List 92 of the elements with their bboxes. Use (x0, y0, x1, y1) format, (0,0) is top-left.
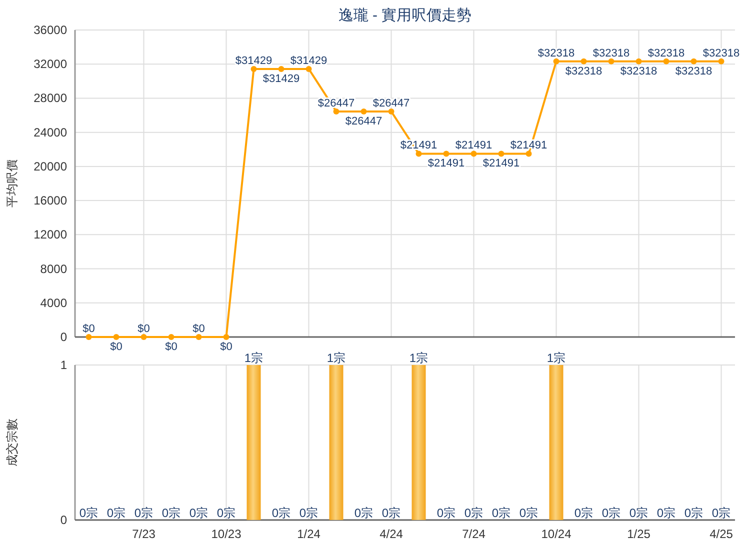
point (470, 150, 477, 157)
data-label: 0宗 (189, 506, 208, 520)
data-label: $32318 (648, 47, 685, 60)
data-label: 0宗 (492, 506, 511, 520)
data-label: 0宗 (106, 506, 126, 520)
data-label: 0宗 (79, 506, 98, 520)
data-label: $31429 (262, 72, 300, 85)
y-tick-label: 28000 (34, 91, 68, 106)
data-label: 0宗 (574, 506, 594, 520)
chart-title: 逸瓏 - 實用呎價走勢 (338, 7, 472, 24)
data-label: 0宗 (162, 506, 181, 520)
x-tick-label: 4/24 (380, 527, 404, 541)
y-tick-label: 24000 (34, 125, 68, 140)
data-label: 0宗 (354, 506, 374, 520)
point (223, 334, 230, 340)
point (636, 58, 642, 64)
point (86, 334, 92, 340)
data-label: $32318 (620, 65, 658, 78)
point (580, 58, 587, 64)
y-tick-label: 32000 (34, 57, 68, 72)
y-tick-label: 16000 (34, 194, 68, 208)
data-label: $32318 (702, 47, 740, 60)
point (553, 58, 560, 64)
point (306, 66, 312, 72)
x-tick-label: 4/25 (710, 527, 734, 541)
data-label: 0宗 (216, 506, 236, 520)
data-label: $26447 (345, 115, 382, 128)
point (140, 334, 147, 340)
point (333, 108, 340, 114)
y-tick-label: 0 (60, 513, 68, 527)
y-tick-label: 36000 (34, 23, 68, 37)
point (388, 108, 394, 114)
data-label: 0宗 (299, 506, 318, 520)
x-tick-label: 10/24 (541, 527, 572, 541)
point (168, 334, 174, 340)
point (196, 334, 202, 340)
data-label: 1宗 (546, 351, 566, 365)
data-label: 1宗 (244, 351, 264, 365)
y-tick-label: 12000 (34, 228, 68, 242)
data-label: 0宗 (656, 506, 676, 520)
data-label: $32318 (592, 47, 630, 60)
point (608, 58, 614, 64)
data-label: 0宗 (519, 506, 538, 520)
data-label: 1宗 (326, 351, 346, 365)
x-tick-label: 7/23 (132, 527, 156, 541)
data-label: 0宗 (382, 506, 401, 520)
y-tick-label: 20000 (34, 159, 68, 174)
data-label: $32318 (675, 65, 712, 78)
data-label: 0宗 (134, 506, 154, 520)
data-label: $32318 (565, 65, 602, 78)
point (250, 66, 257, 72)
point (443, 150, 450, 157)
data-label: $0 (165, 341, 178, 353)
y-axis-title: 平均呎價 (5, 160, 19, 208)
data-label: $21491 (455, 140, 492, 152)
y-tick-label: 4000 (40, 296, 68, 310)
data-label: $0 (138, 323, 150, 335)
data-label: $31429 (290, 54, 328, 67)
data-label: 0宗 (629, 506, 648, 520)
y-axis-title: 成交宗數 (5, 418, 19, 466)
data-label: $0 (220, 341, 232, 353)
x-tick-label: 10/23 (211, 527, 242, 541)
data-label: $32318 (538, 47, 575, 60)
point (663, 58, 670, 64)
point (718, 58, 724, 64)
data-label: $21491 (482, 158, 520, 170)
y-tick-label: 1 (60, 358, 68, 372)
x-tick-label: 1/25 (627, 527, 651, 541)
data-label: 0宗 (684, 506, 704, 520)
data-label: 0宗 (272, 506, 291, 520)
data-label: 1宗 (409, 351, 428, 365)
point (416, 150, 422, 157)
data-label: 0宗 (464, 506, 484, 520)
point (278, 66, 284, 72)
data-label: 0宗 (436, 506, 456, 520)
data-label: $26447 (372, 97, 410, 110)
x-tick-label: 7/24 (462, 527, 486, 541)
data-label: $0 (192, 323, 205, 335)
y-tick-label: 8000 (40, 262, 68, 276)
data-label: 0宗 (602, 506, 621, 520)
y-tick-label: 0 (60, 330, 68, 344)
data-label: $0 (110, 341, 122, 353)
data-label: 0宗 (712, 506, 731, 520)
point (526, 150, 532, 157)
point (360, 108, 367, 114)
data-label: $0 (82, 323, 95, 335)
point (113, 334, 120, 340)
point (690, 58, 697, 64)
data-label: $21491 (428, 158, 465, 170)
point (498, 150, 504, 157)
x-tick-label: 1/24 (297, 527, 321, 541)
data-label: $31429 (235, 54, 272, 67)
